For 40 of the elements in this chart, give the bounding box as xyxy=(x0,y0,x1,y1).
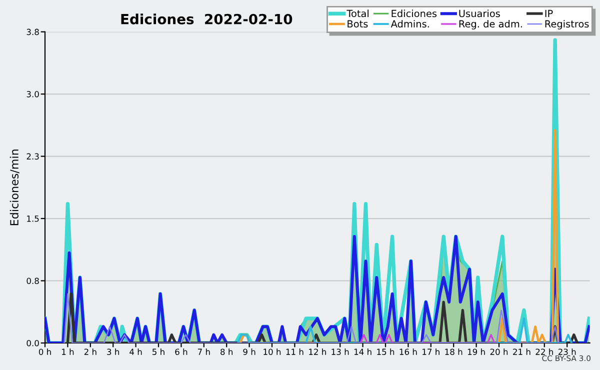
x-tick-label: 23 h xyxy=(558,348,576,355)
chart-title: Ediciones 2022-02-10 xyxy=(121,14,292,24)
x-tick-label: 5 h xyxy=(152,348,164,355)
y-tick-label: 3.0 xyxy=(26,91,39,98)
legend-label: Registros xyxy=(545,20,589,30)
x-tick-label: 4 h xyxy=(130,348,142,355)
x-tick-label: 2 h xyxy=(84,348,96,355)
x-tick-label: 14 h xyxy=(354,348,372,355)
x-tick-label: 3 h xyxy=(107,348,120,355)
y-tick-label: 0.8 xyxy=(26,278,39,284)
legend-label: Total xyxy=(346,10,368,18)
x-tick-label: 0 h xyxy=(38,348,51,355)
x-tick-label: 1 h xyxy=(62,348,74,355)
x-tick-label: 13 h xyxy=(332,348,349,355)
legend-label: IP xyxy=(545,10,553,18)
x-tick-label: 11 h xyxy=(286,348,304,355)
y-tick-label: 0.0 xyxy=(26,340,39,346)
legend-label: Ediciones xyxy=(392,10,437,18)
x-tick-label: 9 h xyxy=(243,348,256,355)
x-tick-label: 7 h xyxy=(198,348,210,355)
x-tick-label: 19 h xyxy=(468,348,485,355)
x-tick-label: 18 h xyxy=(445,348,462,355)
x-tick-label: 12 h xyxy=(309,348,326,355)
x-tick-label: 20 h xyxy=(490,348,508,355)
x-tick-label: 16 h xyxy=(400,348,417,355)
legend-label: Bots xyxy=(348,20,368,28)
legend-label: Admins. xyxy=(390,20,429,28)
x-tick-label: 22 h xyxy=(536,348,553,355)
x-tick-label: 17 h xyxy=(422,348,440,355)
x-tick-label: 15 h xyxy=(377,348,394,355)
y-tick-label: 2.3 xyxy=(26,153,39,160)
x-tick-label: 21 h xyxy=(513,348,530,355)
y-axis-title: Ediciones/min xyxy=(10,150,20,226)
x-tick-label: 10 h xyxy=(264,348,281,355)
x-tick-label: 6 h xyxy=(175,348,188,355)
x-tick-label: 8 h xyxy=(220,348,233,355)
legend-label: Reg. de adm. xyxy=(459,20,522,30)
y-tick-label: 1.5 xyxy=(27,216,39,222)
y-tick-label: 3.8 xyxy=(26,28,39,36)
legend-label: Usuarios xyxy=(459,10,500,18)
